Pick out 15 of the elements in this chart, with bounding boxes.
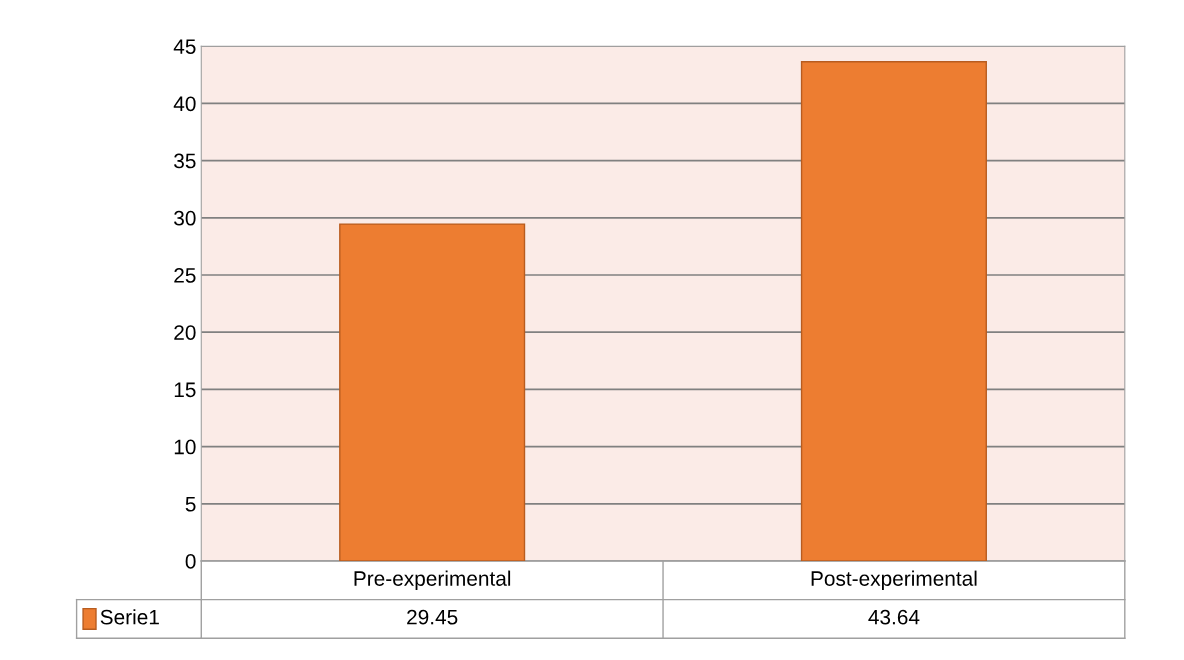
- y-tick-label: 35: [174, 153, 196, 169]
- y-tick-label: 20: [174, 325, 196, 340]
- y-tick-label: 30: [174, 210, 196, 226]
- data-label: 29.45: [407, 609, 458, 625]
- y-tick-label: 15: [174, 382, 196, 398]
- y-tick-label: 25: [174, 268, 196, 283]
- y-tick-label: 0: [185, 554, 196, 569]
- data-label: 43.64: [868, 609, 920, 625]
- x-tick-label: Post-experimental: [811, 570, 977, 591]
- y-tick-label: 5: [185, 497, 196, 512]
- legend-label: Serie1: [100, 609, 159, 625]
- y-tick-label: 45: [173, 39, 196, 54]
- x-tick-label: Pre-experimental: [354, 570, 511, 591]
- y-tick-label: 40: [173, 96, 196, 112]
- y-tick-label: 10: [174, 439, 196, 455]
